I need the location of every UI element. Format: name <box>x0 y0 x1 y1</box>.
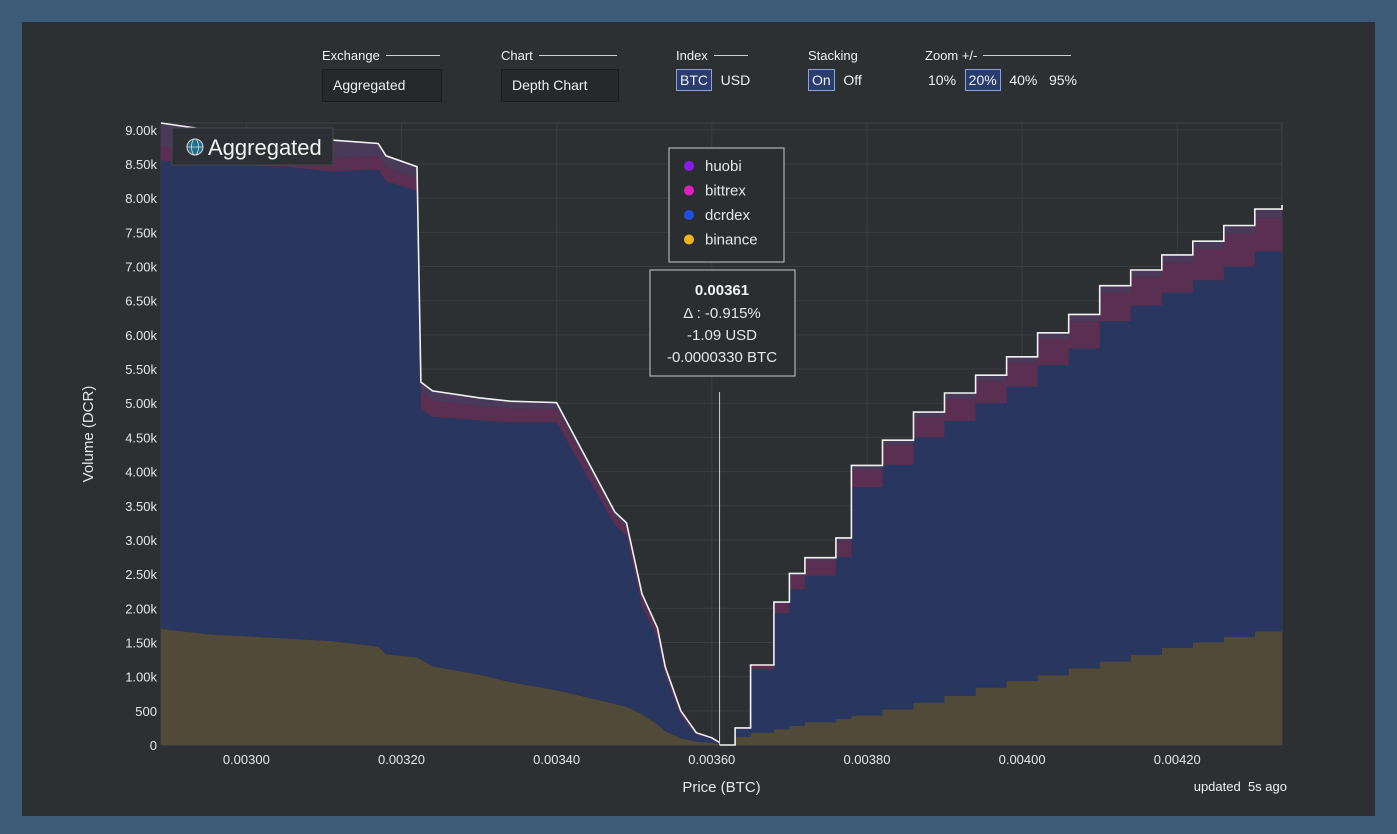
y-tick-label: 0 <box>150 738 157 753</box>
ask-dcrdex-area <box>719 247 1282 745</box>
y-tick-label: 3.00k <box>125 533 157 548</box>
legend-label-bittrex: bittrex <box>705 183 746 200</box>
y-tick-label: 8.50k <box>125 157 157 172</box>
x-tick-label: 0.00340 <box>533 752 580 767</box>
y-tick-label: 1.00k <box>125 670 157 685</box>
overlay-title: Aggregated <box>208 135 322 160</box>
legend-label-binance: binance <box>705 232 758 249</box>
y-tick-label: 7.50k <box>125 225 157 240</box>
y-tick-label: 4.00k <box>125 465 157 480</box>
zoom-label: Zoom +/- <box>925 48 978 63</box>
x-tick-label: 0.00380 <box>843 752 890 767</box>
tooltip-delta: Δ : -0.915% <box>683 305 761 322</box>
y-tick-label: 2.50k <box>125 567 157 582</box>
y-tick-label: 6.50k <box>125 294 157 309</box>
tooltip-box <box>649 269 796 377</box>
x-tick-label: 0.00320 <box>378 752 425 767</box>
bid-dcrdex-area <box>161 160 720 745</box>
legend-swatch-binance <box>684 234 694 245</box>
zoom-option-95[interactable]: 95% <box>1048 72 1077 88</box>
index-label: Index <box>676 48 708 63</box>
y-tick-label: 4.50k <box>125 430 157 445</box>
x-tick-label: 0.00400 <box>999 752 1046 767</box>
index-control: Index BTC USD <box>676 48 755 91</box>
legend-swatch-bittrex <box>684 185 694 196</box>
legend-swatch-dcrdex <box>684 210 694 220</box>
depth-chart-panel: Exchange Aggregated Chart Depth Chart In… <box>22 22 1375 816</box>
y-tick-label: 5.00k <box>125 396 157 411</box>
stacking-label: Stacking <box>808 48 858 63</box>
legend-label-huobi: huobi <box>705 158 742 175</box>
exchange-control: Exchange Aggregated <box>322 48 442 102</box>
chart-type-select[interactable]: Depth Chart <box>501 69 619 102</box>
chart-type-control: Chart Depth Chart <box>501 48 619 102</box>
y-tick-label: 9.00k <box>125 123 157 138</box>
ask-total-line <box>719 205 1283 746</box>
chart-type-label: Chart <box>501 48 533 63</box>
y-tick-label: 1.50k <box>125 635 157 650</box>
tooltip-usd: -1.09 USD <box>687 327 757 344</box>
zoom-control: Zoom +/- 10% 20% 40% 95% <box>925 48 1082 91</box>
index-option-usd[interactable]: USD <box>720 72 751 88</box>
zoom-option-10[interactable]: 10% <box>928 72 957 88</box>
x-tick-label: 0.00420 <box>1154 752 1201 767</box>
tooltip-price: 0.00361 <box>695 282 749 299</box>
x-axis-title: Price (BTC) <box>682 779 760 796</box>
stacking-option-off[interactable]: Off <box>843 72 862 88</box>
updated-prefix: updated <box>1193 779 1241 794</box>
x-tick-label: 0.00360 <box>688 752 735 767</box>
x-tick-label: 0.00300 <box>223 752 270 767</box>
y-tick-label: 7.00k <box>125 260 157 275</box>
updated-status: updated 5s ago <box>1194 779 1287 794</box>
bid-total-line <box>160 122 721 744</box>
legend-label-dcrdex: dcrdex <box>705 207 751 224</box>
y-tick-label: 5.50k <box>125 362 157 377</box>
legend-swatch-huobi <box>684 161 694 171</box>
y-tick-label: 500 <box>135 704 157 719</box>
exchange-label: Exchange <box>322 48 380 63</box>
updated-value: 5s ago <box>1247 779 1287 794</box>
index-option-btc[interactable]: BTC <box>676 69 712 91</box>
bid-binance-area <box>161 628 720 745</box>
zoom-option-40[interactable]: 40% <box>1009 72 1038 88</box>
y-axis-title: Volume (DCR) <box>80 386 97 483</box>
y-tick-label: 2.00k <box>125 601 157 616</box>
zoom-option-20[interactable]: 20% <box>964 69 1001 91</box>
tooltip-btc: -0.0000330 BTC <box>667 349 777 366</box>
y-tick-label: 8.00k <box>125 191 157 206</box>
globe-icon <box>186 138 204 156</box>
stacking-control: Stacking On Off <box>808 48 867 91</box>
ask-binance-area <box>719 628 1282 745</box>
exchange-select[interactable]: Aggregated <box>322 69 442 102</box>
stacking-option-on[interactable]: On <box>808 69 835 91</box>
depth-chart[interactable]: 0 500 1.00k 1.50k 2.00k 2.50k 3.00k 3.50k 4.00k 4… <box>22 22 1375 816</box>
y-tick-label: 6.00k <box>125 328 157 343</box>
ask-bittrex-area <box>719 213 1282 745</box>
y-tick-label: 3.50k <box>125 499 157 514</box>
